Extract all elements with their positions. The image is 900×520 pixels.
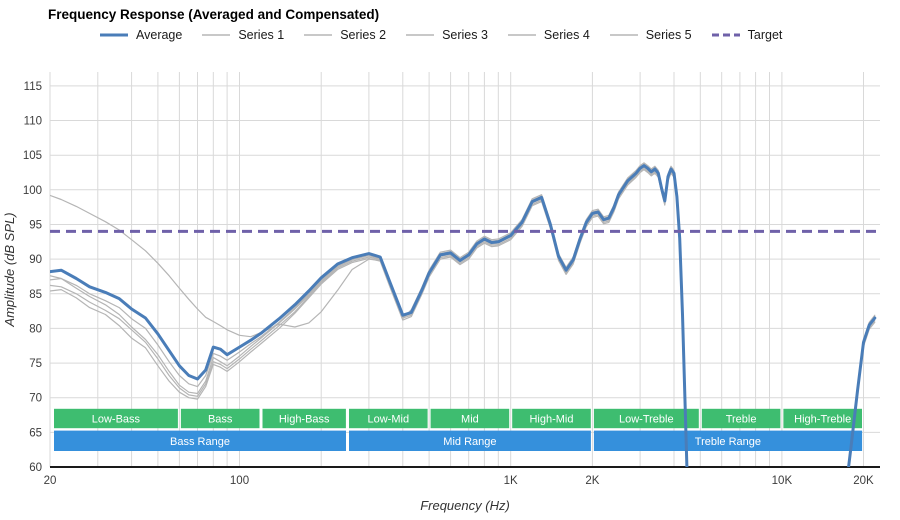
band-ranges-segment <box>349 430 591 451</box>
legend-label: Series 5 <box>645 28 692 42</box>
x-tick-label: 20K <box>853 475 874 487</box>
band-thirds-segment <box>783 408 862 429</box>
x-tick-label: 1K <box>504 475 518 487</box>
legend-item-series-1: Series 1 <box>201 28 284 42</box>
chart-title: Frequency Response (Averaged and Compens… <box>48 7 380 22</box>
y-tick-label: 110 <box>24 116 42 128</box>
y-tick-label: 60 <box>29 462 42 474</box>
band-thirds-segment <box>701 408 781 429</box>
y-tick-label: 95 <box>29 220 42 232</box>
y-tick-label: 115 <box>24 81 42 93</box>
legend-item-series-5: Series 5 <box>609 28 692 42</box>
legend-item-target: Target <box>711 28 783 42</box>
legend-swatch-icon <box>609 34 638 36</box>
band-label: High-Mid <box>529 414 573 426</box>
legend-label: Target <box>747 28 783 42</box>
y-tick-label: 75 <box>29 358 42 370</box>
legend-item-series-2: Series 2 <box>303 28 386 42</box>
y-tick-label: 70 <box>29 393 42 405</box>
legend: Average Series 1 Series 2 Series 3 Series 4 S… <box>99 28 782 42</box>
band-ranges-segment <box>593 430 863 451</box>
legend-item-average: Average <box>99 28 182 42</box>
legend-swatch-icon <box>406 34 435 36</box>
legend-label: Series 1 <box>238 28 285 42</box>
band-label: Bass Range <box>170 436 230 448</box>
legend-label: Series 3 <box>442 28 488 42</box>
band-thirds-segment <box>54 408 178 429</box>
x-tick-label: 2K <box>585 475 599 487</box>
y-tick-label: 100 <box>23 185 42 197</box>
band-thirds-segment <box>430 408 510 429</box>
y-tick-label: 80 <box>29 323 42 335</box>
band-label: Mid <box>461 414 479 426</box>
x-tick-label: 10K <box>772 475 793 487</box>
band-thirds-segment <box>512 408 591 429</box>
band-thirds-segment <box>349 408 428 429</box>
x-axis-title: Frequency (Hz) <box>420 498 510 513</box>
legend-label: Series 2 <box>340 28 387 42</box>
band-label: High-Bass <box>279 414 330 426</box>
plot-area: 60 65 70 75 80 85 90 95 100 105 110 115 20 100 1K 2K 10K… <box>2 72 880 513</box>
band-label: Treble Range <box>695 436 761 448</box>
band-ranges-segment <box>54 430 346 451</box>
band-label: Low-Mid <box>368 414 410 426</box>
band-thirds-segment <box>262 408 346 429</box>
band-label: Low-Treble <box>619 414 674 426</box>
band-label: Bass <box>208 414 233 426</box>
band-label: Mid Range <box>443 436 496 448</box>
band-thirds-segment <box>593 408 699 429</box>
y-tick-label: 85 <box>29 289 42 301</box>
legend-label: Average <box>136 28 183 42</box>
band-label: Low-Bass <box>92 414 141 426</box>
y-tick-label: 65 <box>29 427 42 439</box>
y-tick-label: 90 <box>29 254 42 266</box>
legend-swatch-icon <box>711 33 740 37</box>
band-thirds-segment <box>180 408 260 429</box>
y-axis-title: Amplitude (dB SPL) <box>2 212 17 327</box>
legend-item-series-3: Series 3 <box>405 28 488 42</box>
line-average <box>50 164 877 467</box>
y-tick-label: 105 <box>23 150 42 162</box>
legend-label: Series 4 <box>543 28 590 42</box>
legend-item-series-4: Series 4 <box>507 28 590 42</box>
legend-swatch-icon <box>202 34 231 36</box>
legend-swatch-icon <box>304 34 333 36</box>
x-tick-label: 100 <box>230 475 249 487</box>
legend-swatch-icon <box>100 33 128 37</box>
band-label: High-Treble <box>794 414 851 426</box>
x-tick-label: 20 <box>44 475 57 487</box>
band-label: Treble <box>726 414 757 426</box>
legend-swatch-icon <box>507 34 536 36</box>
series-group <box>50 162 877 467</box>
